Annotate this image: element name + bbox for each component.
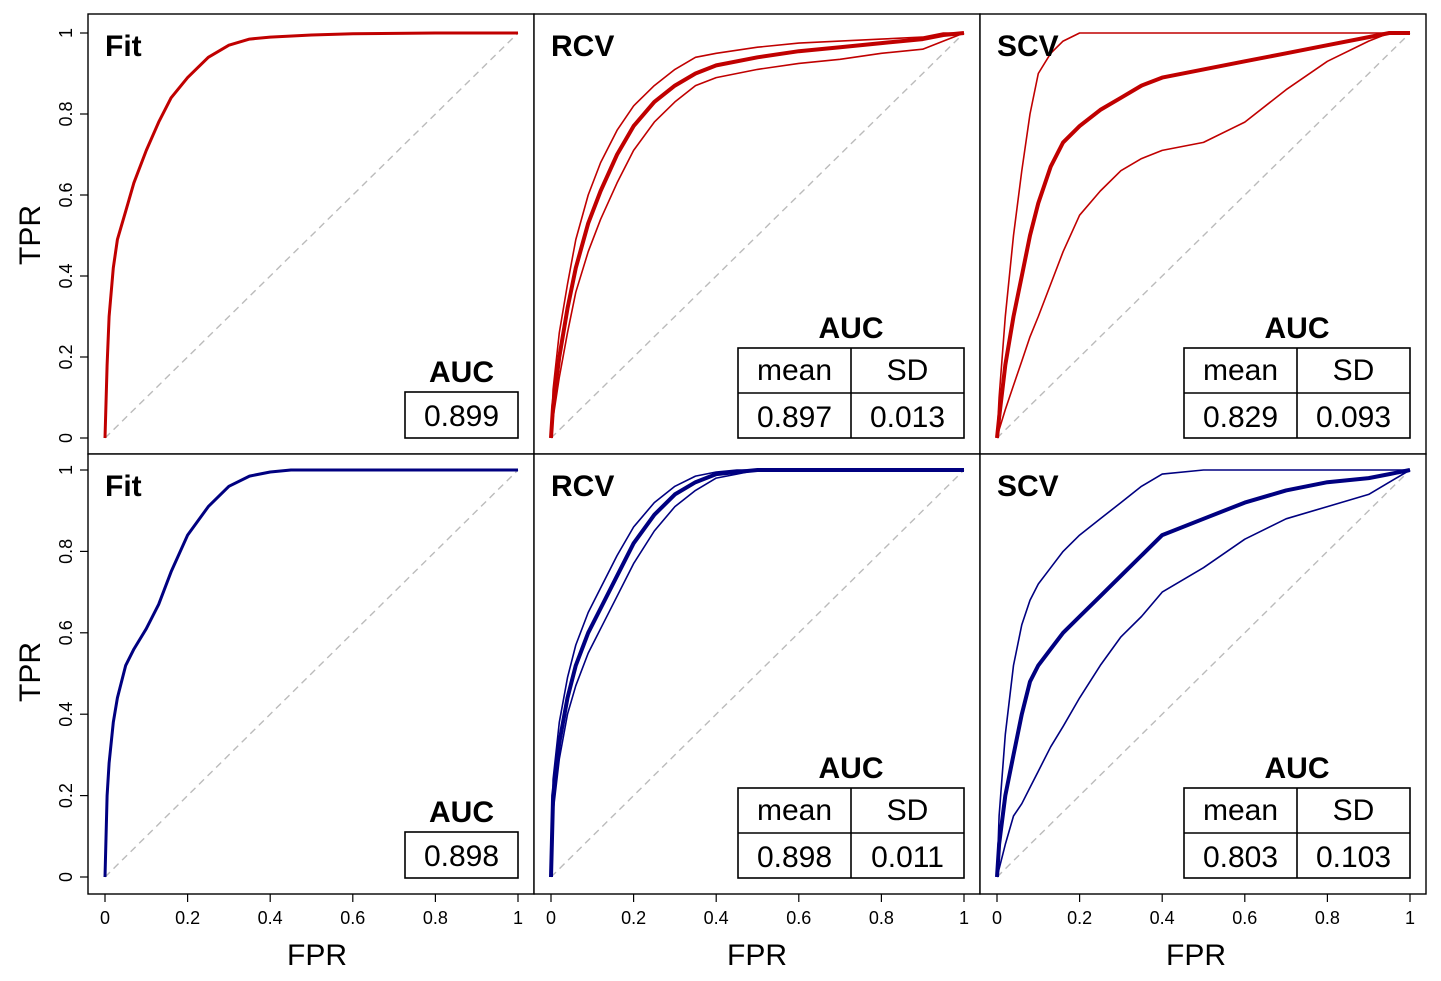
y-tick-label: 0 [56, 433, 76, 443]
x-axis-label-right: FPR [1166, 939, 1226, 972]
auc-box [404, 391, 519, 439]
y-tick-label: 0.6 [56, 182, 76, 207]
roc-line-roc [103, 468, 518, 878]
x-tick-label: 0.6 [340, 908, 365, 928]
auc-mean-value: 0.829 [1203, 401, 1278, 434]
roc-line-roc [103, 31, 518, 439]
auc-title: AUC [1265, 752, 1330, 785]
roc-line-upper [996, 32, 1410, 439]
panel-bottom-scv: SCV 0 0.2 0.4 0.6 0.8 1 AUC mean SD 0.803 0.103 [979, 453, 1427, 928]
x-tick-label: 0.4 [1150, 908, 1175, 928]
panel-top-rcv: RCV AUC mean SD 0.897 0.013 [533, 13, 981, 455]
auc-title: AUC [429, 356, 494, 389]
auc-mean-header: mean [757, 794, 832, 827]
x-tick-label: 0.8 [1315, 908, 1340, 928]
x-tick-label: 0 [992, 908, 1002, 928]
auc-title: AUC [819, 312, 884, 345]
y-axis-label-top: TPR [14, 205, 47, 265]
x-tick-label: 0 [546, 908, 556, 928]
y-tick-label: 0.8 [56, 539, 76, 564]
x-tick-label: 0.2 [175, 908, 200, 928]
y-axis-title-top: TPR [14, 205, 47, 265]
auc-sd-header: SD [887, 354, 929, 387]
auc-mean-value: 0.897 [757, 401, 832, 434]
auc-mean-value: 0.898 [757, 841, 832, 874]
roc-line-mean [549, 31, 965, 439]
y-axis-label-bottom: TPR [14, 642, 47, 702]
auc-value: 0.898 [424, 840, 499, 873]
diagonal-reference-line [104, 469, 519, 878]
auc-box [404, 831, 519, 879]
roc-line-lower [550, 469, 964, 878]
auc-mean-header: mean [757, 354, 832, 387]
diagonal-reference-line [104, 32, 519, 439]
panels: Fit 0 0.2 0.4 0.6 0.8 1 AUC 0.899 RCV AUC mean SD 0.8… [56, 13, 1427, 928]
auc-mean-header: mean [1203, 794, 1278, 827]
x-tick-label: 0.6 [1232, 908, 1257, 928]
y-tick-label: 0.2 [56, 783, 76, 808]
x-tick-label: 0.2 [1067, 908, 1092, 928]
roc-line-mean [995, 468, 1411, 878]
roc-line-lower [996, 469, 1411, 878]
panel-bottom-fit: Fit 0 0.2 0.4 0.6 0.8 1 0 0.2 0.4 0.6 0.8 1 AUC 0.898 [56, 453, 535, 928]
roc-line-lower [996, 32, 1410, 439]
panel-title: Fit [105, 470, 142, 503]
auc-title: AUC [429, 796, 494, 829]
auc-sd-header: SD [887, 794, 929, 827]
auc-mean-value: 0.803 [1203, 841, 1278, 874]
auc-sd-value: 0.103 [1316, 841, 1391, 874]
auc-title: AUC [819, 752, 884, 785]
x-tick-label: 0.6 [786, 908, 811, 928]
panel-bottom-rcv: RCV 0 0.2 0.4 0.6 0.8 1 AUC mean SD 0.898 0.011 [533, 453, 981, 928]
x-axis-label-left: FPR [287, 939, 347, 972]
x-tick-label: 0.4 [704, 908, 729, 928]
auc-sd-value: 0.011 [871, 841, 944, 874]
x-tick-label: 0.8 [869, 908, 894, 928]
y-tick-label: 0.2 [56, 344, 76, 369]
panel-top-scv: SCV AUC mean SD 0.829 0.093 [979, 13, 1427, 455]
y-tick-label: 0.6 [56, 620, 76, 645]
panel-top-fit: Fit 0 0.2 0.4 0.6 0.8 1 AUC 0.899 [56, 13, 535, 455]
auc-title: AUC [1265, 312, 1330, 345]
y-tick-label: 0 [56, 872, 76, 882]
panel-title: RCV [551, 470, 614, 503]
diagonal-reference-line [996, 469, 1411, 878]
y-tick-label: 1 [56, 465, 76, 475]
roc-line-lower [550, 32, 965, 439]
x-axis-label-middle: FPR [727, 939, 787, 972]
y-tick-label: 0.8 [56, 101, 76, 126]
x-tick-label: 0 [100, 908, 110, 928]
diagonal-reference-line [550, 469, 965, 878]
roc-line-mean [995, 31, 1410, 439]
panel-title: SCV [997, 470, 1059, 503]
auc-value: 0.899 [424, 400, 499, 433]
diagonal-reference-line [550, 32, 965, 439]
auc-sd-value: 0.013 [870, 401, 945, 434]
y-tick-label: 1 [56, 28, 76, 38]
panel-title: Fit [105, 30, 142, 63]
panel-title: SCV [997, 30, 1059, 63]
diagonal-reference-line [996, 32, 1411, 439]
panel-title: RCV [551, 30, 614, 63]
panel-frame [87, 13, 535, 455]
y-tick-label: 0.4 [56, 263, 76, 288]
auc-sd-value: 0.093 [1316, 401, 1391, 434]
auc-mean-header: mean [1203, 354, 1278, 387]
auc-sd-header: SD [1333, 794, 1375, 827]
x-tick-label: 0.4 [258, 908, 283, 928]
y-tick-label: 0.4 [56, 702, 76, 727]
x-tick-label: 1 [1405, 908, 1415, 928]
x-tick-label: 1 [959, 908, 969, 928]
roc-line-upper [550, 32, 964, 439]
auc-sd-header: SD [1333, 354, 1375, 387]
x-tick-label: 0.8 [423, 908, 448, 928]
x-tick-label: 0.2 [621, 908, 646, 928]
roc-line-upper [996, 469, 1410, 878]
y-axis-title-bottom: TPR [14, 642, 47, 702]
x-tick-label: 1 [513, 908, 523, 928]
